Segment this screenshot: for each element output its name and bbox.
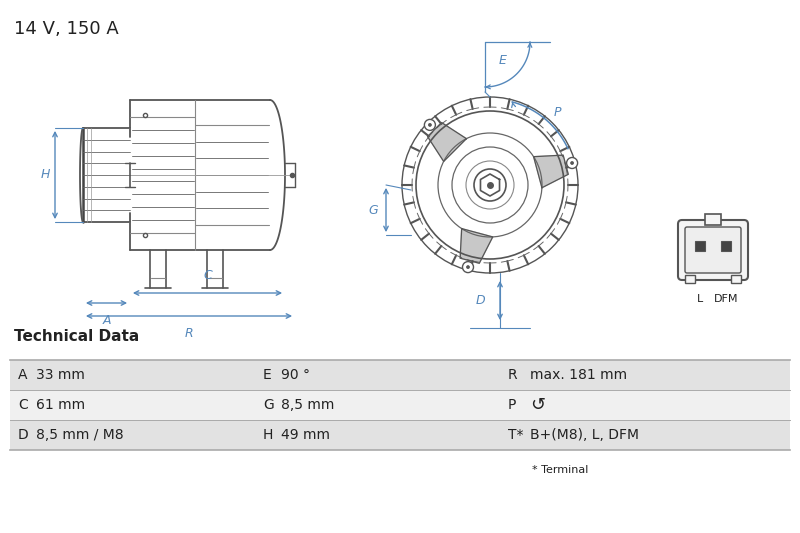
Text: D: D: [18, 428, 29, 442]
Text: 33 mm: 33 mm: [36, 368, 85, 382]
Text: ↺: ↺: [530, 396, 545, 414]
Text: R: R: [508, 368, 518, 382]
Circle shape: [566, 157, 578, 168]
Text: DFM: DFM: [714, 294, 738, 304]
Text: C: C: [18, 398, 28, 412]
Polygon shape: [534, 155, 568, 188]
Text: H: H: [40, 168, 50, 182]
Bar: [685, 275, 695, 283]
Circle shape: [570, 161, 574, 165]
Text: B+(M8), L, DFM: B+(M8), L, DFM: [530, 428, 639, 442]
Bar: [10, 420, 790, 450]
Text: 14 V, 150 A: 14 V, 150 A: [14, 20, 118, 38]
Text: C: C: [203, 269, 212, 282]
Text: 8,5 mm: 8,5 mm: [281, 398, 334, 412]
Text: max. 181 mm: max. 181 mm: [530, 368, 627, 382]
Bar: [705, 214, 721, 225]
Text: D: D: [475, 294, 485, 307]
Bar: [10, 390, 790, 420]
Text: * Terminal: * Terminal: [532, 465, 588, 475]
FancyBboxPatch shape: [678, 220, 748, 280]
Text: G: G: [263, 398, 274, 412]
Bar: [721, 241, 731, 251]
Text: 90 °: 90 °: [281, 368, 310, 382]
Text: Technical Data: Technical Data: [14, 329, 139, 344]
Text: P: P: [554, 106, 561, 119]
Text: T*: T*: [508, 428, 523, 442]
Text: P: P: [508, 398, 516, 412]
Text: H: H: [263, 428, 274, 442]
Bar: [10, 360, 790, 390]
Text: A: A: [18, 368, 27, 382]
Circle shape: [466, 265, 470, 269]
Text: 61 mm: 61 mm: [36, 398, 85, 412]
Text: E: E: [263, 368, 272, 382]
Bar: [731, 275, 741, 283]
Text: 8,5 mm / M8: 8,5 mm / M8: [36, 428, 124, 442]
Text: L: L: [697, 294, 703, 304]
Circle shape: [462, 262, 474, 272]
Polygon shape: [427, 123, 466, 161]
FancyBboxPatch shape: [685, 227, 741, 273]
Circle shape: [424, 119, 435, 131]
Text: E: E: [499, 53, 507, 67]
Text: R: R: [185, 327, 194, 340]
Polygon shape: [460, 229, 493, 263]
Bar: [695, 241, 705, 251]
Text: G: G: [368, 204, 378, 216]
Text: A: A: [102, 314, 110, 327]
Circle shape: [428, 124, 431, 126]
Text: 49 mm: 49 mm: [281, 428, 330, 442]
